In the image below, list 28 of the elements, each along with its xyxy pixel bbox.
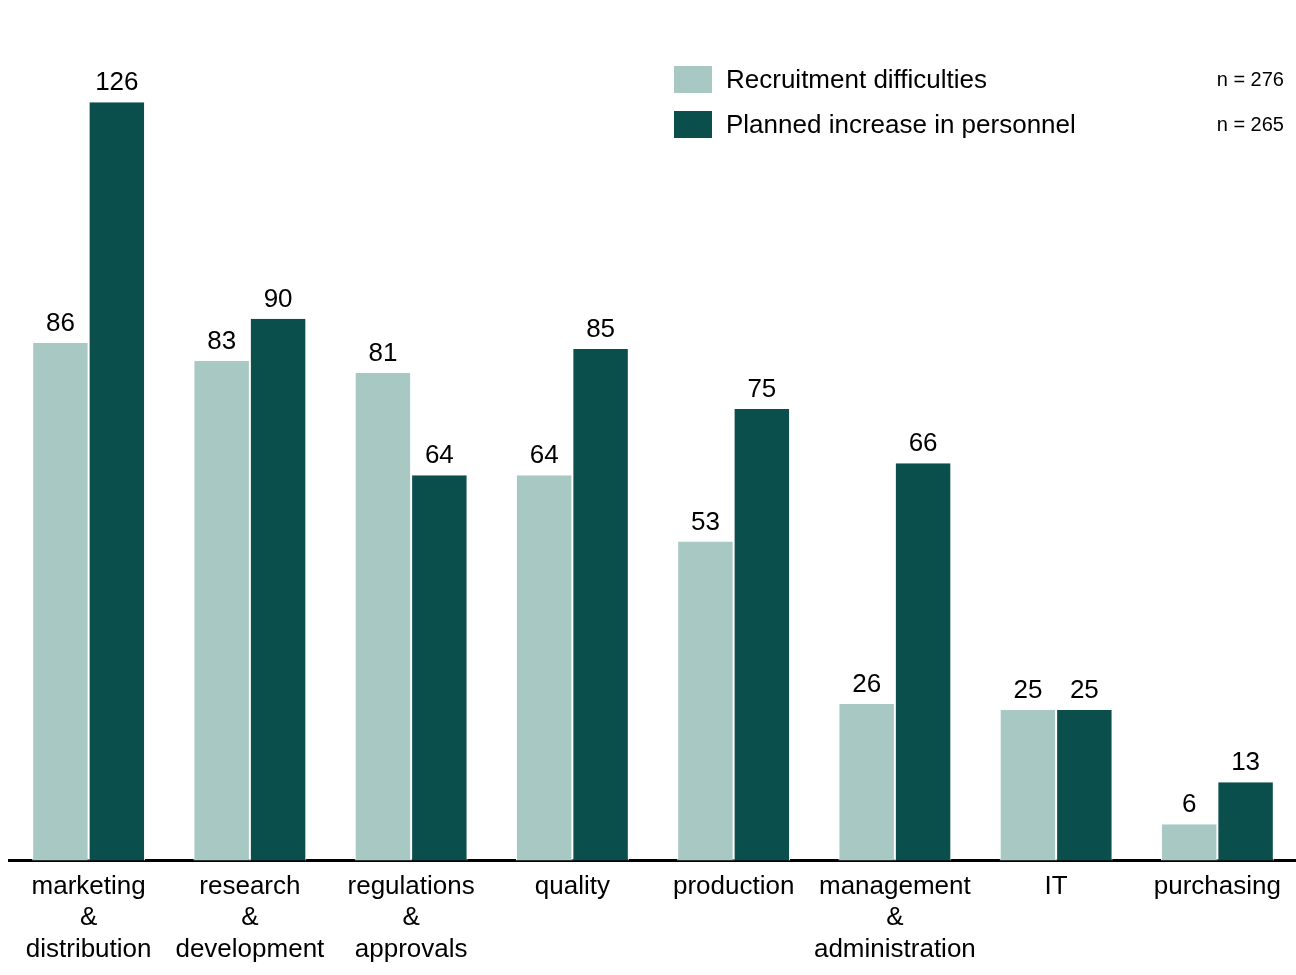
x-tick-label: quality (534, 870, 610, 901)
data-label: 25 (1069, 674, 1099, 705)
data-label: 53 (690, 505, 720, 536)
data-label: 25 (1013, 674, 1043, 705)
x-tick-label: regulations & approvals (347, 870, 475, 963)
x-tick-label: purchasing (1153, 870, 1281, 901)
x-tick-label: marketing & distribution (25, 870, 152, 963)
data-label: 81 (368, 337, 398, 368)
data-label: 6 (1181, 788, 1197, 819)
data-label: 126 (95, 66, 139, 97)
text: n = 276 (1216, 68, 1284, 91)
legend-label: Planned increase in personnel (726, 109, 1077, 140)
data-label: 26 (852, 668, 882, 699)
data-label: 85 (586, 313, 616, 344)
data-label: 66 (908, 427, 938, 458)
data-label: 86 (45, 307, 75, 338)
legend-label: Recruitment difficulties (726, 64, 989, 95)
x-tick-label: research & development (175, 870, 326, 963)
data-label: 90 (263, 283, 293, 314)
x-tick-label: IT (1044, 870, 1068, 901)
data-label: 13 (1231, 746, 1261, 777)
x-tick-label: management & administration (813, 870, 976, 963)
data-label: 83 (207, 325, 237, 356)
data-label: 75 (747, 373, 777, 404)
data-label: 64 (424, 439, 454, 470)
x-tick-label: production (672, 870, 795, 901)
annotation: n = 265 (1216, 113, 1284, 136)
data-label: 64 (529, 439, 559, 470)
